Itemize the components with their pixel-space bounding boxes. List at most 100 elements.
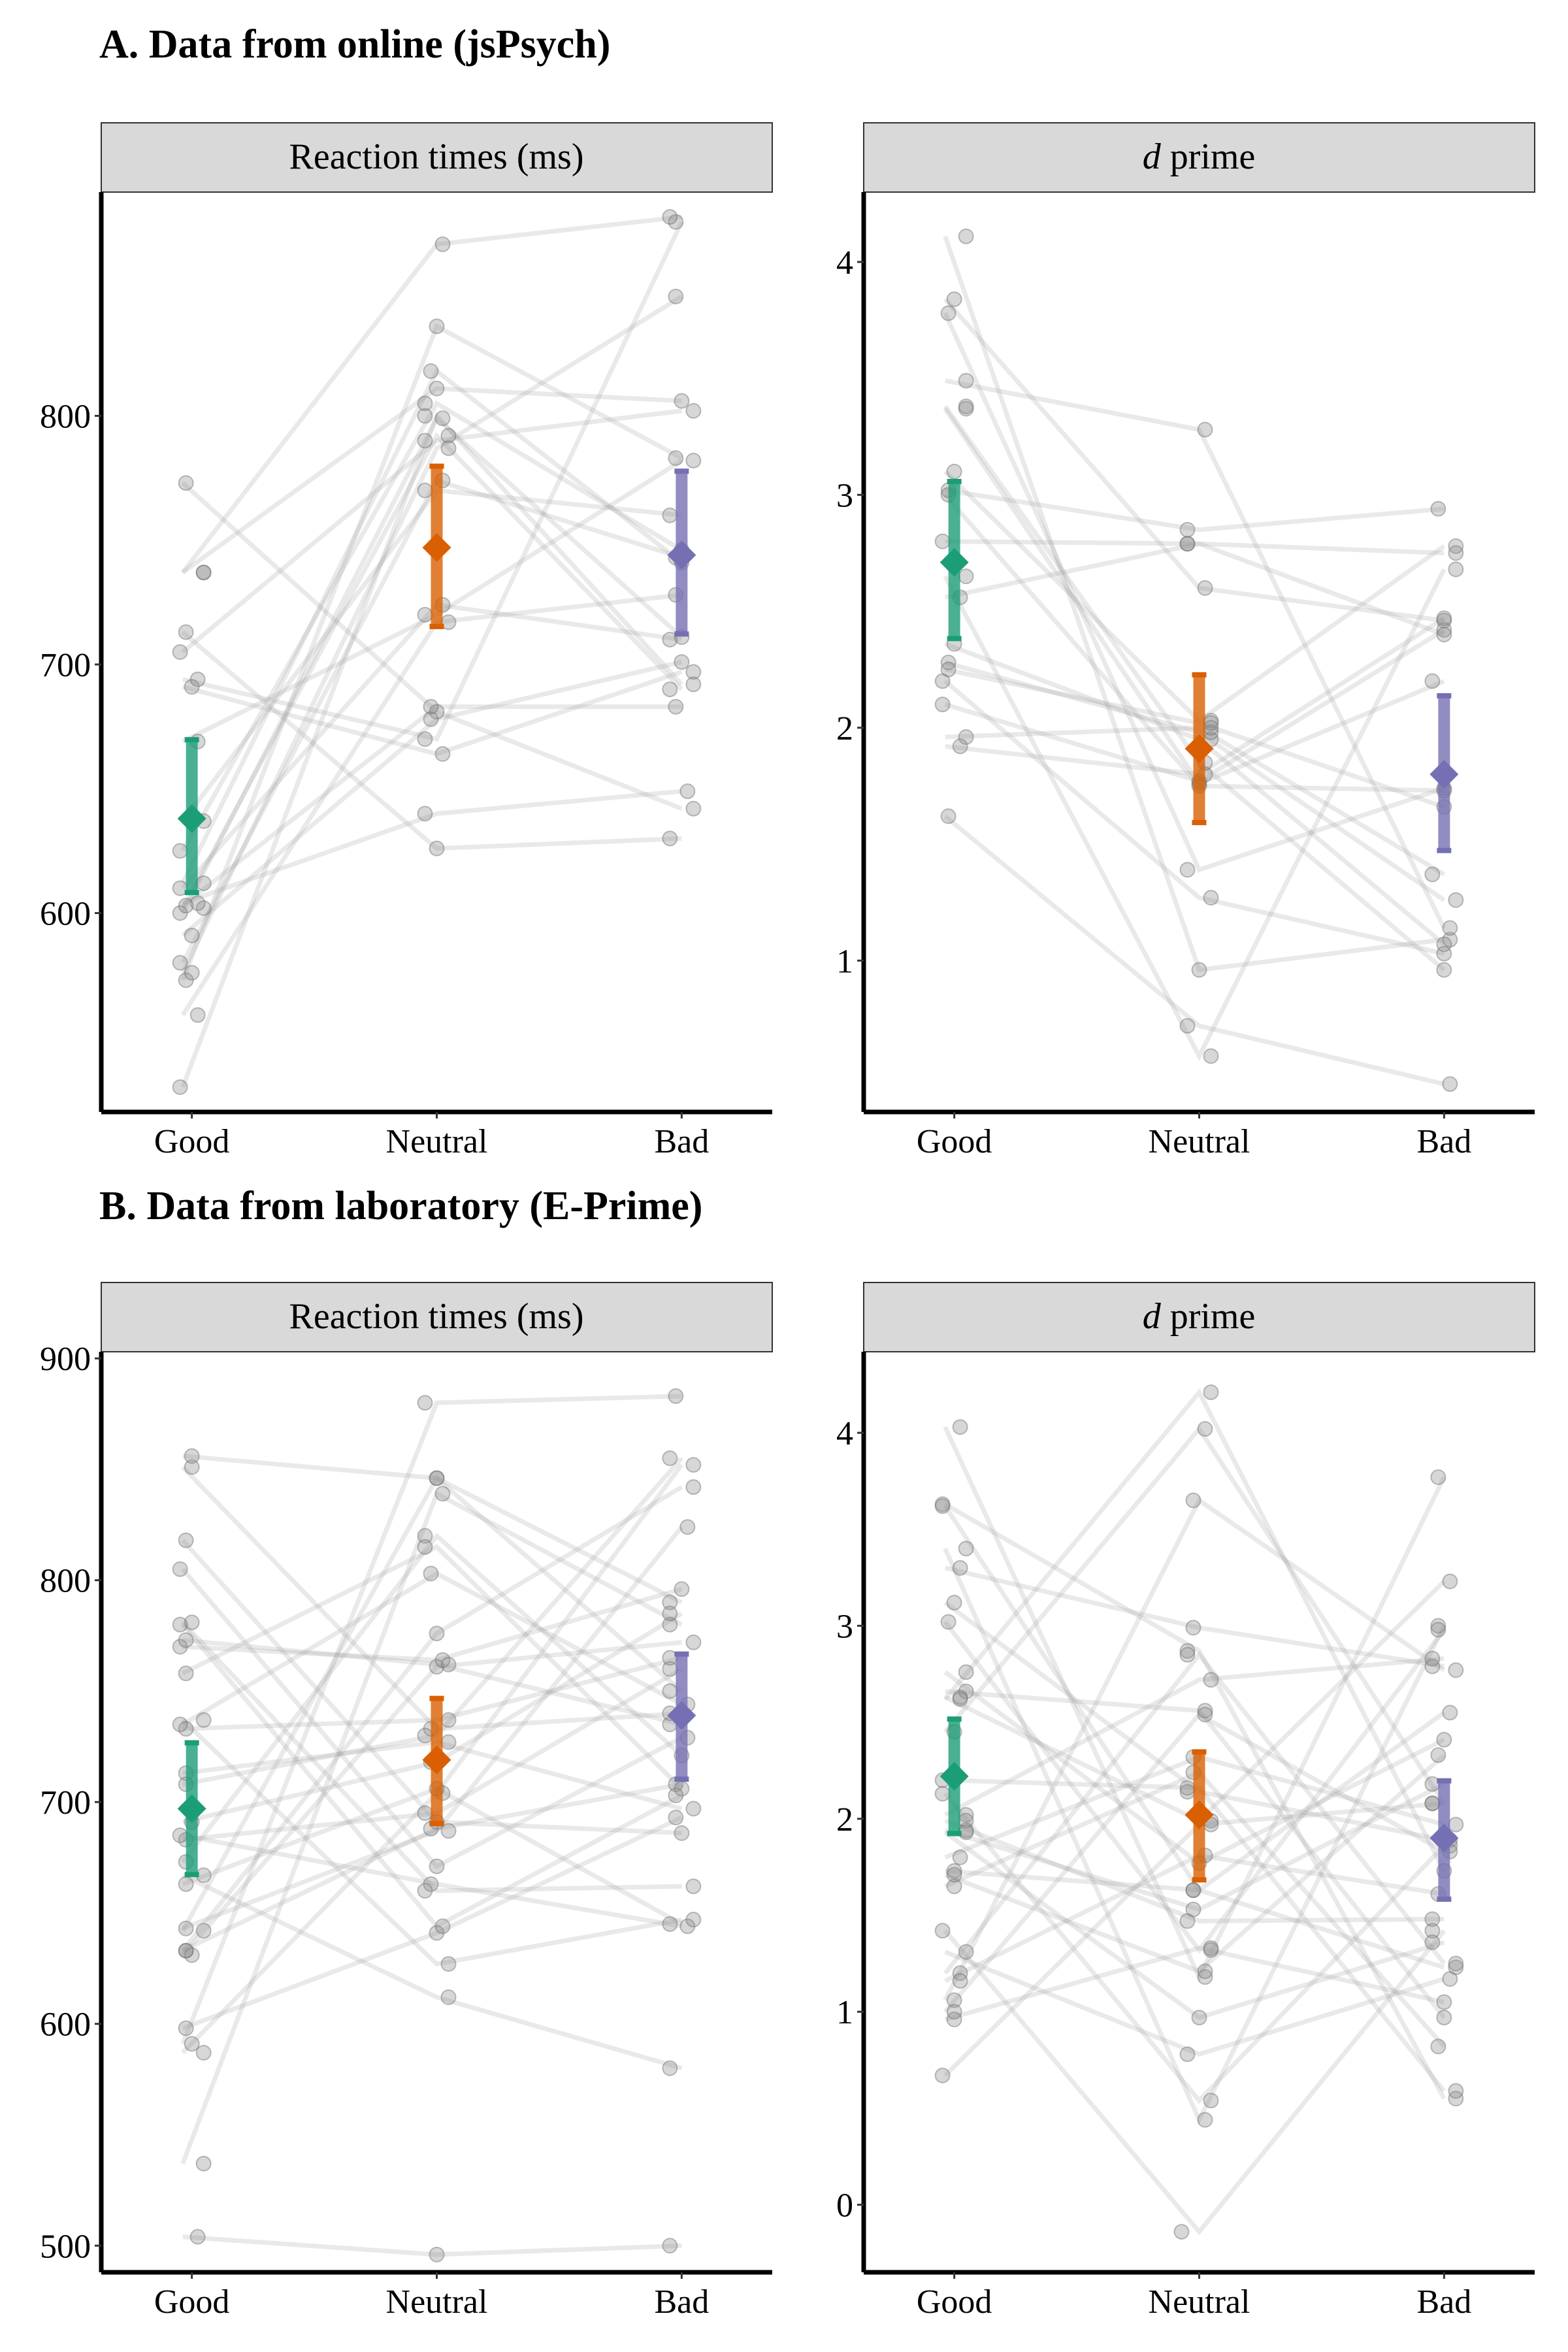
y-tick-label: 900: [40, 1341, 91, 1378]
ci-cap-upper: [429, 1695, 444, 1701]
subject-line: [182, 789, 682, 906]
subject-point-good: [934, 1496, 951, 1512]
subject-line: [944, 1950, 1445, 2057]
subject-point-bad: [1424, 866, 1441, 883]
subject-point-good: [178, 1532, 194, 1548]
subject-point-neutral: [1179, 536, 1196, 552]
subject-point-good: [178, 1920, 194, 1936]
subject-point-good: [934, 533, 951, 549]
subject-point-neutral: [429, 1470, 445, 1486]
subject-point-bad: [668, 698, 684, 715]
ci-cap-upper: [184, 737, 199, 743]
ci-cap-lower: [1437, 847, 1452, 853]
section-title-a: A. Data from online (jsPsych): [99, 22, 610, 67]
subject-point-bad: [1442, 920, 1458, 936]
y-tick-label: 800: [40, 1563, 91, 1600]
subject-line: [181, 408, 682, 654]
subject-point-neutral: [1197, 580, 1213, 596]
y-tick-label: 500: [40, 2228, 91, 2265]
subject-point-bad: [668, 1388, 684, 1404]
subject-point-bad: [668, 1788, 684, 1804]
subject-point-good: [958, 372, 974, 389]
subject-point-good: [952, 1972, 968, 1989]
ci-cap-upper: [184, 1740, 199, 1746]
subject-line: [943, 1792, 1446, 2104]
subject-point-good: [952, 1849, 968, 1865]
subject-point-good: [184, 1459, 200, 1475]
ci-cap-upper: [674, 1651, 689, 1657]
subject-point-neutral: [440, 440, 457, 456]
strip-header: [101, 1282, 773, 1352]
subject-point-bad: [1436, 945, 1452, 962]
mean-marker-good: [177, 1794, 206, 1823]
y-tick-label: 700: [40, 647, 91, 684]
subject-point-neutral: [429, 318, 445, 335]
subject-point-neutral: [1191, 962, 1207, 978]
subject-line: [945, 539, 1445, 556]
subject-point-neutral: [429, 380, 445, 397]
subject-point-bad: [1424, 673, 1441, 689]
strip-label: Reaction times (ms): [289, 1296, 583, 1337]
subject-line: [180, 411, 683, 1088]
subject-line: [182, 1833, 682, 1929]
subject-point-neutral: [429, 1858, 445, 1874]
subject-point-neutral: [429, 1659, 445, 1675]
subject-line: [182, 1526, 684, 1931]
subject-point-bad: [1436, 622, 1452, 638]
mean-marker-bad: [1429, 1823, 1459, 1853]
subject-point-good: [952, 1691, 968, 1707]
x-tick-label-bad: Bad: [654, 1123, 709, 1160]
subject-line: [943, 679, 1445, 956]
subject-point-good: [184, 1947, 200, 1963]
subject-point-bad: [1430, 1469, 1446, 1486]
subject-point-good: [189, 671, 206, 687]
subject-point-good: [952, 738, 968, 755]
subject-line: [182, 670, 683, 757]
strip-header: [101, 122, 773, 193]
subject-line: [943, 1425, 1446, 1805]
subject-point-good: [952, 1560, 968, 1576]
subject-point-neutral: [1185, 1882, 1201, 1899]
strip-label: d prime: [1143, 137, 1256, 177]
subject-point-bad: [674, 654, 690, 670]
subject-point-good: [958, 398, 974, 414]
subject-line: [182, 221, 684, 742]
subject-point-neutral: [434, 746, 451, 762]
subject-line: [181, 630, 682, 851]
subject-point-good: [958, 1944, 974, 1960]
subject-point-bad: [1436, 1731, 1452, 1748]
x-tick-label-good: Good: [154, 1123, 230, 1160]
subject-point-neutral: [1179, 2046, 1196, 2063]
subject-point-bad: [668, 288, 684, 304]
subject-point-neutral: [417, 1539, 433, 1555]
subject-point-neutral: [1179, 1642, 1196, 1659]
subject-point-bad: [1448, 2083, 1464, 2099]
subject-line: [943, 1651, 1446, 1975]
subject-point-good: [172, 1079, 188, 1095]
y-tick-label: 4: [836, 1415, 853, 1452]
subject-point-neutral: [1179, 1018, 1196, 1034]
subject-line: [180, 367, 683, 885]
subject-point-good: [178, 475, 194, 491]
subject-point-bad: [662, 1683, 678, 1699]
subject-point-bad: [668, 1809, 684, 1825]
subject-line: [943, 1620, 1446, 1954]
subject-point-neutral: [1179, 1913, 1196, 1929]
subject-point-bad: [1430, 500, 1446, 517]
subject-point-good: [184, 964, 200, 981]
subject-point-good: [172, 905, 188, 921]
subject-point-bad: [1430, 1747, 1446, 1763]
subject-point-good: [189, 1007, 206, 1023]
subject-point-neutral: [1185, 1620, 1201, 1636]
subject-line: [180, 1485, 683, 1952]
subject-point-neutral: [1191, 2010, 1207, 2026]
ci-cap-lower: [947, 636, 962, 642]
subject-point-good: [172, 644, 188, 660]
subject-point-bad: [1448, 1959, 1464, 1976]
subject-line: [180, 1532, 683, 1864]
subject-point-good: [940, 1614, 956, 1630]
subject-point-bad: [1448, 538, 1464, 554]
x-tick-label-bad: Bad: [1416, 1123, 1471, 1160]
subject-line: [943, 1929, 1446, 2236]
